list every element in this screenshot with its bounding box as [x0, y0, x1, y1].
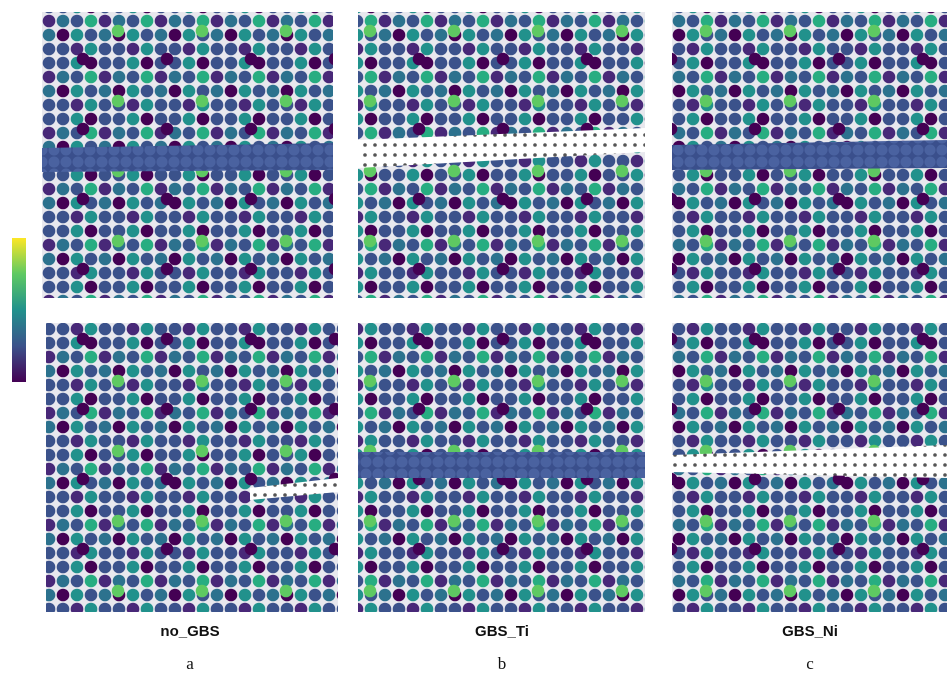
- atom-panel-overlay: [46, 323, 338, 612]
- grain-boundary: [358, 452, 645, 478]
- panel-letter: a: [186, 654, 194, 673]
- colorbar: [12, 238, 26, 382]
- panel-letter: b: [498, 654, 507, 673]
- panel-label: GBS_Ti: [475, 623, 529, 640]
- page: {"panels": [ {"name": "no_GBS", "letter"…: [0, 0, 947, 675]
- panel-grid: [42, 12, 947, 612]
- grain-boundary: [42, 143, 333, 172]
- figure: no_GBS GBS_Ti GBS_Ni a b c: [0, 0, 947, 675]
- panel-label: GBS_Ni: [782, 623, 838, 640]
- panel-label: no_GBS: [160, 623, 219, 640]
- panel-letter: c: [806, 654, 814, 673]
- grain-boundary: [672, 140, 947, 170]
